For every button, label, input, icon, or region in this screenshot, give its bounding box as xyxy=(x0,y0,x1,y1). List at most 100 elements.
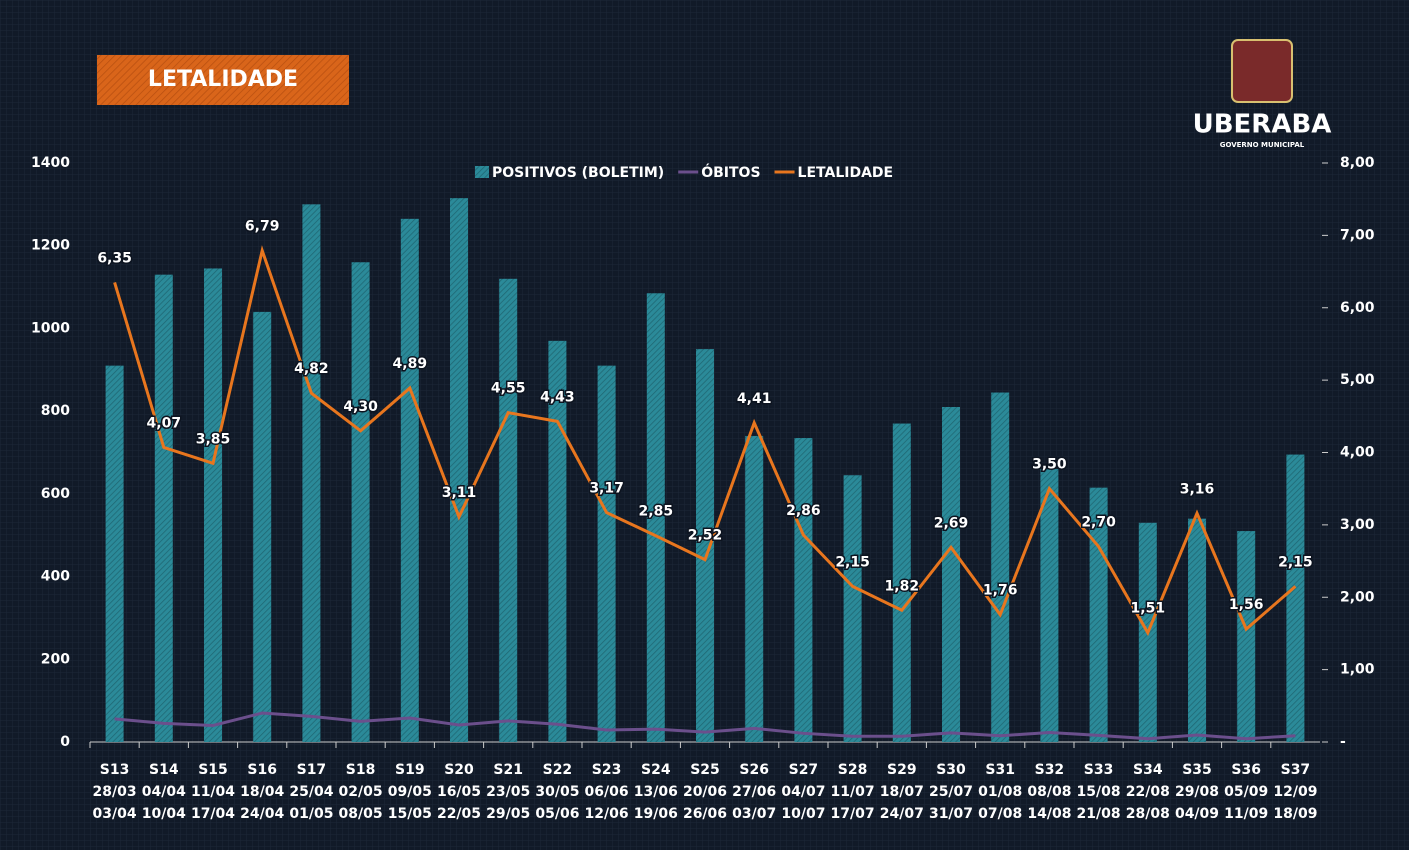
x-tick-label: 12/09 xyxy=(1273,784,1317,800)
x-tick-label: S34 xyxy=(1133,762,1163,778)
x-tick-label: 11/07 xyxy=(831,784,875,800)
legend-label: LETALIDADE xyxy=(798,165,894,181)
data-label: 4,30 xyxy=(343,399,378,415)
title-box xyxy=(97,55,349,105)
legend-label: ÓBITOS xyxy=(701,163,760,181)
x-tick-label: S15 xyxy=(198,762,228,778)
x-tick-label: 21/08 xyxy=(1077,806,1121,822)
x-tick-label: 30/05 xyxy=(535,784,579,800)
x-tick-label: 04/04 xyxy=(142,784,186,800)
x-tick-label: S37 xyxy=(1281,762,1311,778)
x-tick-label: 20/06 xyxy=(683,784,727,800)
data-label: 1,82 xyxy=(885,578,920,594)
x-tick-label: 11/04 xyxy=(191,784,235,800)
data-label: 4,41 xyxy=(737,391,772,407)
x-tick-label: S33 xyxy=(1084,762,1114,778)
x-tick-label: 03/07 xyxy=(732,806,776,822)
data-label: 4,07 xyxy=(147,415,182,431)
x-tick-label: 29/05 xyxy=(486,806,530,822)
data-label: 3,17 xyxy=(589,481,624,497)
bar xyxy=(351,262,370,742)
x-tick-label: 11/09 xyxy=(1224,806,1268,822)
y-tick-label: 800 xyxy=(41,403,70,419)
bar xyxy=(499,278,518,742)
logo-subtitle: GOVERNO MUNICIPAL xyxy=(1220,141,1305,149)
data-label: 4,43 xyxy=(540,389,575,405)
y2-tick-label: - xyxy=(1340,734,1346,750)
bar xyxy=(892,423,911,742)
data-label: 1,76 xyxy=(983,583,1018,599)
data-label: 1,56 xyxy=(1229,597,1264,613)
data-label: 6,35 xyxy=(97,250,132,266)
data-label: 6,79 xyxy=(245,219,280,235)
y-tick-label: 600 xyxy=(41,486,70,502)
data-label: 3,85 xyxy=(196,431,231,447)
logo-name: UBERABA xyxy=(1193,110,1332,140)
x-tick-label: S23 xyxy=(592,762,622,778)
x-tick-label: 14/08 xyxy=(1027,806,1071,822)
x-tick-label: 15/08 xyxy=(1077,784,1121,800)
data-label: 2,86 xyxy=(786,503,821,519)
legend-label: POSITIVOS (BOLETIM) xyxy=(492,165,664,181)
x-tick-label: 19/06 xyxy=(634,806,678,822)
bar xyxy=(843,475,862,742)
data-label: 3,16 xyxy=(1180,481,1215,497)
data-label: 1,51 xyxy=(1131,601,1166,617)
x-tick-label: 02/05 xyxy=(339,784,383,800)
y2-tick-label: 8,00 xyxy=(1340,155,1375,171)
line xyxy=(113,245,1297,637)
bar xyxy=(745,435,764,742)
x-tick-label: S25 xyxy=(690,762,720,778)
x-tick-label: S14 xyxy=(149,762,179,778)
x-tick-label: 24/04 xyxy=(240,806,284,822)
bar xyxy=(942,407,960,742)
bar xyxy=(597,365,616,742)
x-tick-label: 07/08 xyxy=(978,806,1022,822)
x-tick-label: 17/04 xyxy=(191,806,235,822)
data-label: 4,82 xyxy=(294,361,329,377)
x-tick-label: S30 xyxy=(936,762,966,778)
x-tick-label: 08/08 xyxy=(1027,784,1071,800)
bar xyxy=(1089,487,1108,742)
bar xyxy=(646,293,665,742)
x-tick-label: 25/07 xyxy=(929,784,973,800)
line xyxy=(114,711,1296,741)
data-label: 2,69 xyxy=(934,515,969,531)
y-tick-label: 1200 xyxy=(31,238,70,254)
x-tick-label: S24 xyxy=(641,762,671,778)
x-tick-label: 12/06 xyxy=(585,806,629,822)
bar xyxy=(105,365,124,742)
x-tick-label: S31 xyxy=(985,762,1015,778)
x-tick-label: 29/08 xyxy=(1175,784,1219,800)
data-label: 4,55 xyxy=(491,381,526,397)
bar xyxy=(1040,469,1059,742)
x-tick-label: S26 xyxy=(739,762,769,778)
x-tick-label: 04/07 xyxy=(781,784,825,800)
bar xyxy=(253,311,272,742)
data-label: 2,70 xyxy=(1081,515,1116,531)
y-tick-label: 200 xyxy=(41,651,70,667)
x-tick-label: 27/06 xyxy=(732,784,776,800)
x-tick-label: S36 xyxy=(1231,762,1261,778)
x-tick-label: S22 xyxy=(543,762,573,778)
y2-tick-label: 3,00 xyxy=(1340,517,1375,533)
x-tick-label: 09/05 xyxy=(388,784,432,800)
y2-tick-label: 6,00 xyxy=(1340,300,1375,316)
data-label: 2,15 xyxy=(835,554,870,570)
logo: UBERABA GOVERNO MUNICIPAL xyxy=(1193,39,1332,149)
y-tick-label: 1400 xyxy=(31,155,70,171)
x-tick-label: 26/06 xyxy=(683,806,727,822)
x-tick-label: 22/08 xyxy=(1126,784,1170,800)
y2-tick-label: 5,00 xyxy=(1340,372,1375,388)
x-tick-label: 18/09 xyxy=(1273,806,1317,822)
x-tick-label: 23/05 xyxy=(486,784,530,800)
x-tick-label: S35 xyxy=(1182,762,1212,778)
x-tick-label: 25/04 xyxy=(289,784,333,800)
bar xyxy=(794,438,813,742)
x-tick-label: S27 xyxy=(789,762,819,778)
x-tick-label: 18/07 xyxy=(880,784,924,800)
x-tick-label: 22/05 xyxy=(437,806,481,822)
x-tick-label: 24/07 xyxy=(880,806,924,822)
